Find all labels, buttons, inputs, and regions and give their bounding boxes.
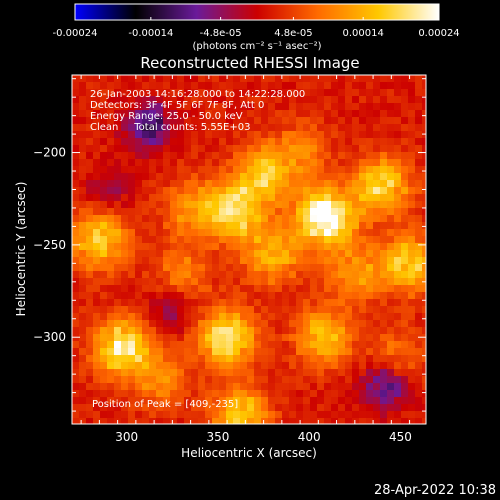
colorbar-frame: [74, 3, 440, 21]
footer-date: 28-Apr-2022 10:38: [374, 483, 496, 498]
colorbar: -0.00024 -0.00014 -4.8e-05 4.8e-05 0.00014 0.…: [53, 3, 460, 52]
y-tick-label: −200: [33, 146, 66, 160]
x-tick-label: 350: [207, 430, 230, 444]
x-axis-label: Heliocentric X (arcsec): [181, 446, 317, 460]
x-tick-label: 450: [389, 430, 412, 444]
x-axis: 300 350 400 450: [80, 75, 412, 444]
plot-frame: [71, 74, 427, 425]
x-tick-label: 400: [298, 430, 321, 444]
observation-info: 26-Jan-2003 14:16:28.000 to 14:22:28.000…: [90, 89, 305, 133]
info-clean-counts: Clean Total counts: 5.55E+03: [90, 122, 250, 133]
colorbar-tick-label: -0.00014: [128, 28, 173, 39]
info-energy-range: Energy Range: 25.0 - 50.0 keV: [90, 111, 243, 122]
y-tick-label: −300: [33, 330, 66, 344]
heatmap-canvas: [72, 75, 426, 424]
y-axis: −200 −250 −300: [33, 78, 426, 412]
y-axis-label: Heliocentric Y (arcsec): [14, 182, 28, 317]
colorbar-gradient: [75, 4, 439, 20]
colorbar-tick-label: -0.00024: [53, 28, 98, 39]
colorbar-tick-label: 0.00024: [418, 28, 459, 39]
y-tick-label: −250: [33, 238, 66, 252]
colorbar-units-label: (photons cm⁻² s⁻¹ asec⁻²): [192, 41, 321, 52]
x-tick-label: 300: [115, 430, 138, 444]
colorbar-tick-label: -4.8e-05: [200, 28, 242, 39]
info-time-range: 26-Jan-2003 14:16:28.000 to 14:22:28.000: [90, 89, 305, 100]
heatmap-area: [71, 74, 427, 425]
colorbar-ticks: -0.00024 -0.00014 -4.8e-05 4.8e-05 0.00014 0.…: [53, 17, 460, 39]
peak-position-label: Position of Peak = [409,-235]: [92, 399, 238, 410]
info-detectors: Detectors: 3F 4F 5F 6F 7F 8F, Att 0: [90, 100, 264, 111]
colorbar-tick-label: 4.8e-05: [274, 28, 312, 39]
chart-title: Reconstructed RHESSI Image: [140, 54, 359, 72]
colorbar-tick-label: 0.00014: [342, 28, 383, 39]
